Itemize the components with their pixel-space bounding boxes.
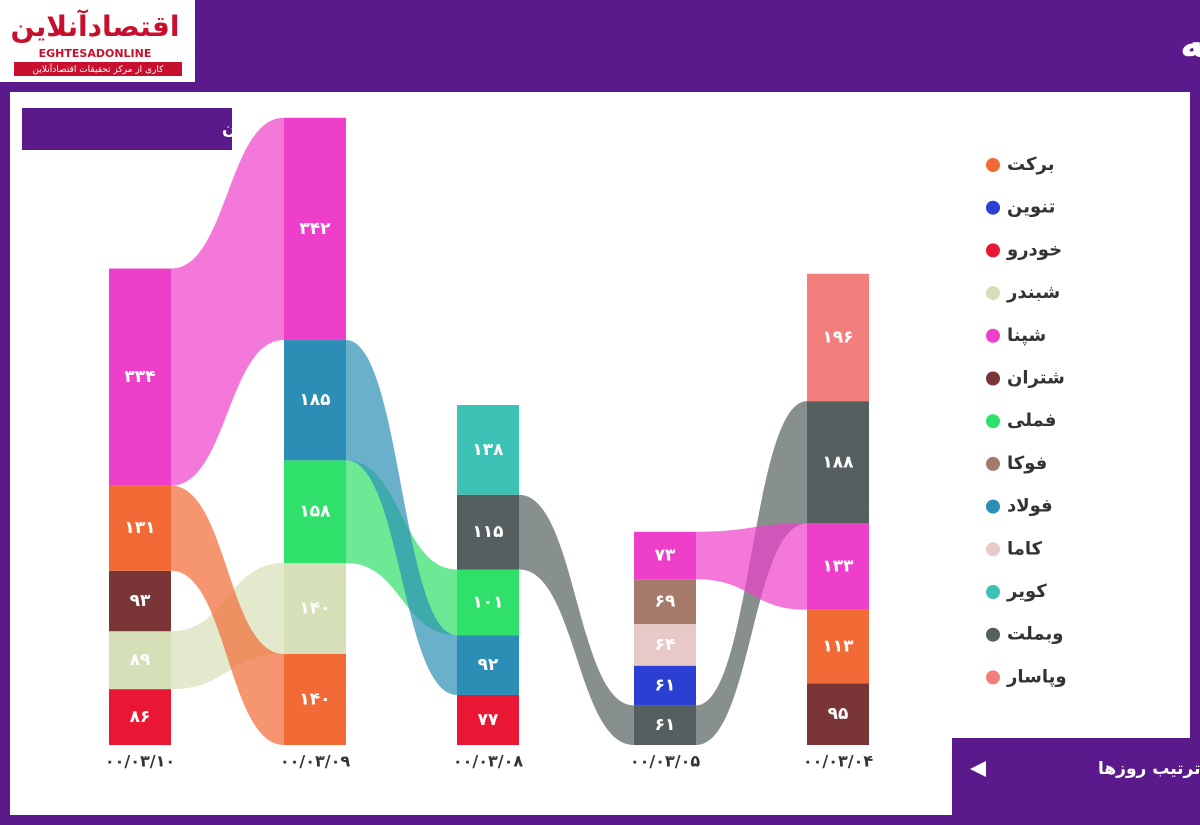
value-label: ۱۳۳ xyxy=(822,557,854,577)
value-label: ۹۵ xyxy=(828,704,849,724)
legend-label: وپاسار xyxy=(1006,666,1067,687)
value-label: ۷۳ xyxy=(655,546,676,566)
legend-label: شپنا xyxy=(1007,325,1046,346)
value-label: ۹۲ xyxy=(478,655,499,675)
bar-segment xyxy=(634,531,696,580)
order-note: ترتیب روزها xyxy=(1098,759,1200,779)
legend-swatch xyxy=(986,158,1000,172)
legend-label: برکت xyxy=(1007,154,1054,175)
value-label: ۹۳ xyxy=(130,591,151,611)
legend-swatch xyxy=(986,371,1000,386)
value-label: ۸۹ xyxy=(130,650,151,670)
legend-label: کویر xyxy=(1006,581,1047,602)
value-label: ۳۴۲ xyxy=(299,219,331,239)
bar-segment xyxy=(284,460,346,563)
ribbon xyxy=(696,523,807,610)
bar-segment xyxy=(109,268,171,486)
value-label: ۳۳۴ xyxy=(124,367,155,387)
legend-swatch xyxy=(986,243,1000,258)
legend-label: شبندر xyxy=(1006,282,1060,303)
legend-swatch xyxy=(986,328,1000,343)
value-label: ۱۱۳ xyxy=(822,637,854,657)
legend-swatch xyxy=(986,670,1000,685)
legend-label: شتران xyxy=(1007,368,1065,389)
legend-label: تنوین xyxy=(1007,197,1055,218)
value-label: ۶۱ xyxy=(655,676,676,696)
value-label: ۱۰۱ xyxy=(472,592,503,612)
legend-label: خودرو xyxy=(1006,239,1062,260)
legend-label: فملی xyxy=(1007,410,1056,431)
bar-segment xyxy=(807,683,869,745)
ribbon xyxy=(519,494,634,745)
value-label: ۱۴۰ xyxy=(299,690,330,710)
ribbon xyxy=(171,485,284,745)
chart-title: پنج نماد برتر از نظر ارزش معاملات روزانه xyxy=(1180,21,1200,67)
logo-text: اقتصادآنلاین xyxy=(11,9,180,43)
legend-swatch xyxy=(986,627,1000,642)
logo-band xyxy=(14,62,182,76)
bar-segment xyxy=(457,494,519,570)
x-tick-label: ۰۰/۰۳/۰۹ xyxy=(280,752,351,771)
bar-segment xyxy=(457,405,519,495)
legend-swatch xyxy=(986,499,1000,514)
logo-tagline: کاری از مرکز تحقیقات اقتصادآنلاین xyxy=(33,63,165,75)
value-label: ۱۳۸ xyxy=(472,440,504,460)
value-label: ۱۸۵ xyxy=(299,390,330,410)
value-label: ۷۷ xyxy=(478,710,499,730)
bar-segment xyxy=(457,569,519,636)
bar-segment xyxy=(457,635,519,695)
value-label: ۱۵۸ xyxy=(299,502,331,522)
bar-segment xyxy=(109,689,171,745)
order-arrow xyxy=(970,761,986,777)
value-label: ۱۸۸ xyxy=(822,452,854,472)
x-tick-label: ۰۰/۰۳/۰۴ xyxy=(803,752,874,771)
ribbon xyxy=(171,117,284,486)
ribbon xyxy=(346,340,457,695)
value-label: ۱۹۶ xyxy=(822,327,853,347)
legend-label: فولاد xyxy=(1007,496,1053,517)
legend-swatch xyxy=(986,456,1000,471)
bar-segment xyxy=(807,401,869,524)
unit-box xyxy=(22,108,232,150)
legend-swatch xyxy=(986,286,1000,301)
ribbons xyxy=(171,117,807,745)
bar-segment xyxy=(457,694,519,745)
bar-segment xyxy=(634,624,696,666)
bar-segment xyxy=(634,579,696,625)
value-label: ۱۱۵ xyxy=(472,522,503,542)
value-label: ۶۱ xyxy=(655,715,676,735)
bar-segment xyxy=(634,705,696,745)
logo-latin: EGHTESADONLINE xyxy=(39,47,152,60)
value-label: ۱۴۰ xyxy=(299,599,330,619)
x-tick-label: ۰۰/۰۳/۰۸ xyxy=(453,752,524,771)
bar-segment xyxy=(284,563,346,654)
bar-segment xyxy=(807,273,869,402)
legend-swatch xyxy=(986,200,1000,215)
value-label: ۶۴ xyxy=(655,635,676,655)
bar-segment xyxy=(109,570,171,632)
x-tick-label: ۰۰/۰۳/۰۵ xyxy=(630,752,701,771)
legend-swatch xyxy=(986,414,1000,429)
legend-label: کاما xyxy=(1007,538,1043,559)
legend-label: وبملت xyxy=(1007,624,1063,645)
legend-swatch xyxy=(986,585,1000,599)
bar-segment xyxy=(284,340,346,461)
value-label: ۶۹ xyxy=(655,592,676,612)
legend: برکت تنوین خودرو شبندر شپنا شتران فملی فوکا فولا… xyxy=(986,154,1067,687)
legend-swatch xyxy=(986,542,1000,557)
bar-segment xyxy=(109,631,171,690)
bar-segment xyxy=(284,654,346,745)
bars: ۸۶ ۸۹ ۹۳ ۱۳۱ ۳۳۴ ۰۰/۰۳/۱۰ ۱۴۰ ۱۴۰ ۱۵۸ ۱۸۵ ۳۴۲ ۰۰/۰۳… xyxy=(105,117,874,771)
bar-segment xyxy=(284,117,346,341)
value-label: ۸۶ xyxy=(130,707,151,727)
bar-segment xyxy=(109,485,171,571)
bar-segment xyxy=(634,665,696,706)
bar-segment xyxy=(807,609,869,684)
value-label: ۱۳۱ xyxy=(124,518,155,538)
x-tick-label: ۰۰/۰۳/۱۰ xyxy=(105,752,175,771)
bar-segment xyxy=(807,523,869,610)
legend-label: فوکا xyxy=(1007,453,1047,474)
